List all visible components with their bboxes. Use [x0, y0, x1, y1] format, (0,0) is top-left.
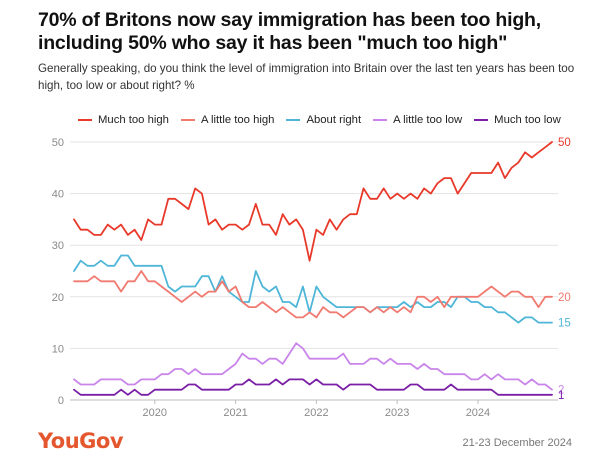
y-tick-label: 0: [58, 395, 64, 407]
legend-label: A little too low: [393, 114, 463, 126]
y-tick-label: 40: [52, 189, 64, 201]
y-tick-label: 30: [52, 240, 64, 252]
legend-item-a-little-too-low: A little too low: [373, 114, 462, 126]
series-line: [73, 270, 553, 319]
yougov-logo: YouGov: [38, 429, 124, 453]
chart-title: 70% of Britons now say immigration has b…: [38, 9, 541, 54]
series-line: [73, 254, 553, 324]
legend-swatch: [286, 119, 301, 121]
legend-item-much-too-high: Much too high: [78, 114, 169, 126]
y-tick-label: 10: [52, 343, 64, 355]
x-tick-label: 2024: [466, 407, 490, 419]
legend-label: Much too low: [494, 114, 561, 126]
x-tick-label: 2021: [223, 407, 247, 419]
chart-legend: Much too high A little too high About ri…: [78, 114, 561, 126]
legend-label: Much too high: [98, 114, 169, 126]
legend-swatch: [373, 119, 388, 121]
end-value-label: 20: [558, 292, 571, 304]
end-value-label: 2: [558, 385, 564, 397]
legend-label: A little too high: [200, 114, 275, 126]
end-value-label: 15: [558, 318, 571, 330]
y-tick-label: 20: [52, 292, 64, 304]
x-tick-label: 2022: [304, 407, 328, 419]
end-value-label: 1: [558, 390, 564, 402]
legend-item-a-little-too-high: A little too high: [180, 114, 275, 126]
series-line: [73, 378, 553, 396]
legend-swatch: [474, 119, 489, 121]
legend-swatch: [180, 119, 195, 121]
x-tick-label: 2020: [143, 407, 167, 419]
series-line: [73, 342, 553, 391]
legend-item-much-too-low: Much too low: [474, 114, 561, 126]
legend-swatch: [78, 119, 92, 121]
series-line: [73, 141, 553, 262]
end-value-label: 50: [558, 137, 571, 149]
chart-subtitle: Generally speaking, do you think the lev…: [38, 62, 575, 92]
y-tick-label: 50: [52, 137, 64, 149]
legend-item-about-right: About right: [286, 114, 361, 126]
legend-label: About right: [306, 114, 362, 126]
x-tick-label: 2023: [385, 407, 409, 419]
fieldwork-date: 21-23 December 2024: [462, 437, 572, 449]
